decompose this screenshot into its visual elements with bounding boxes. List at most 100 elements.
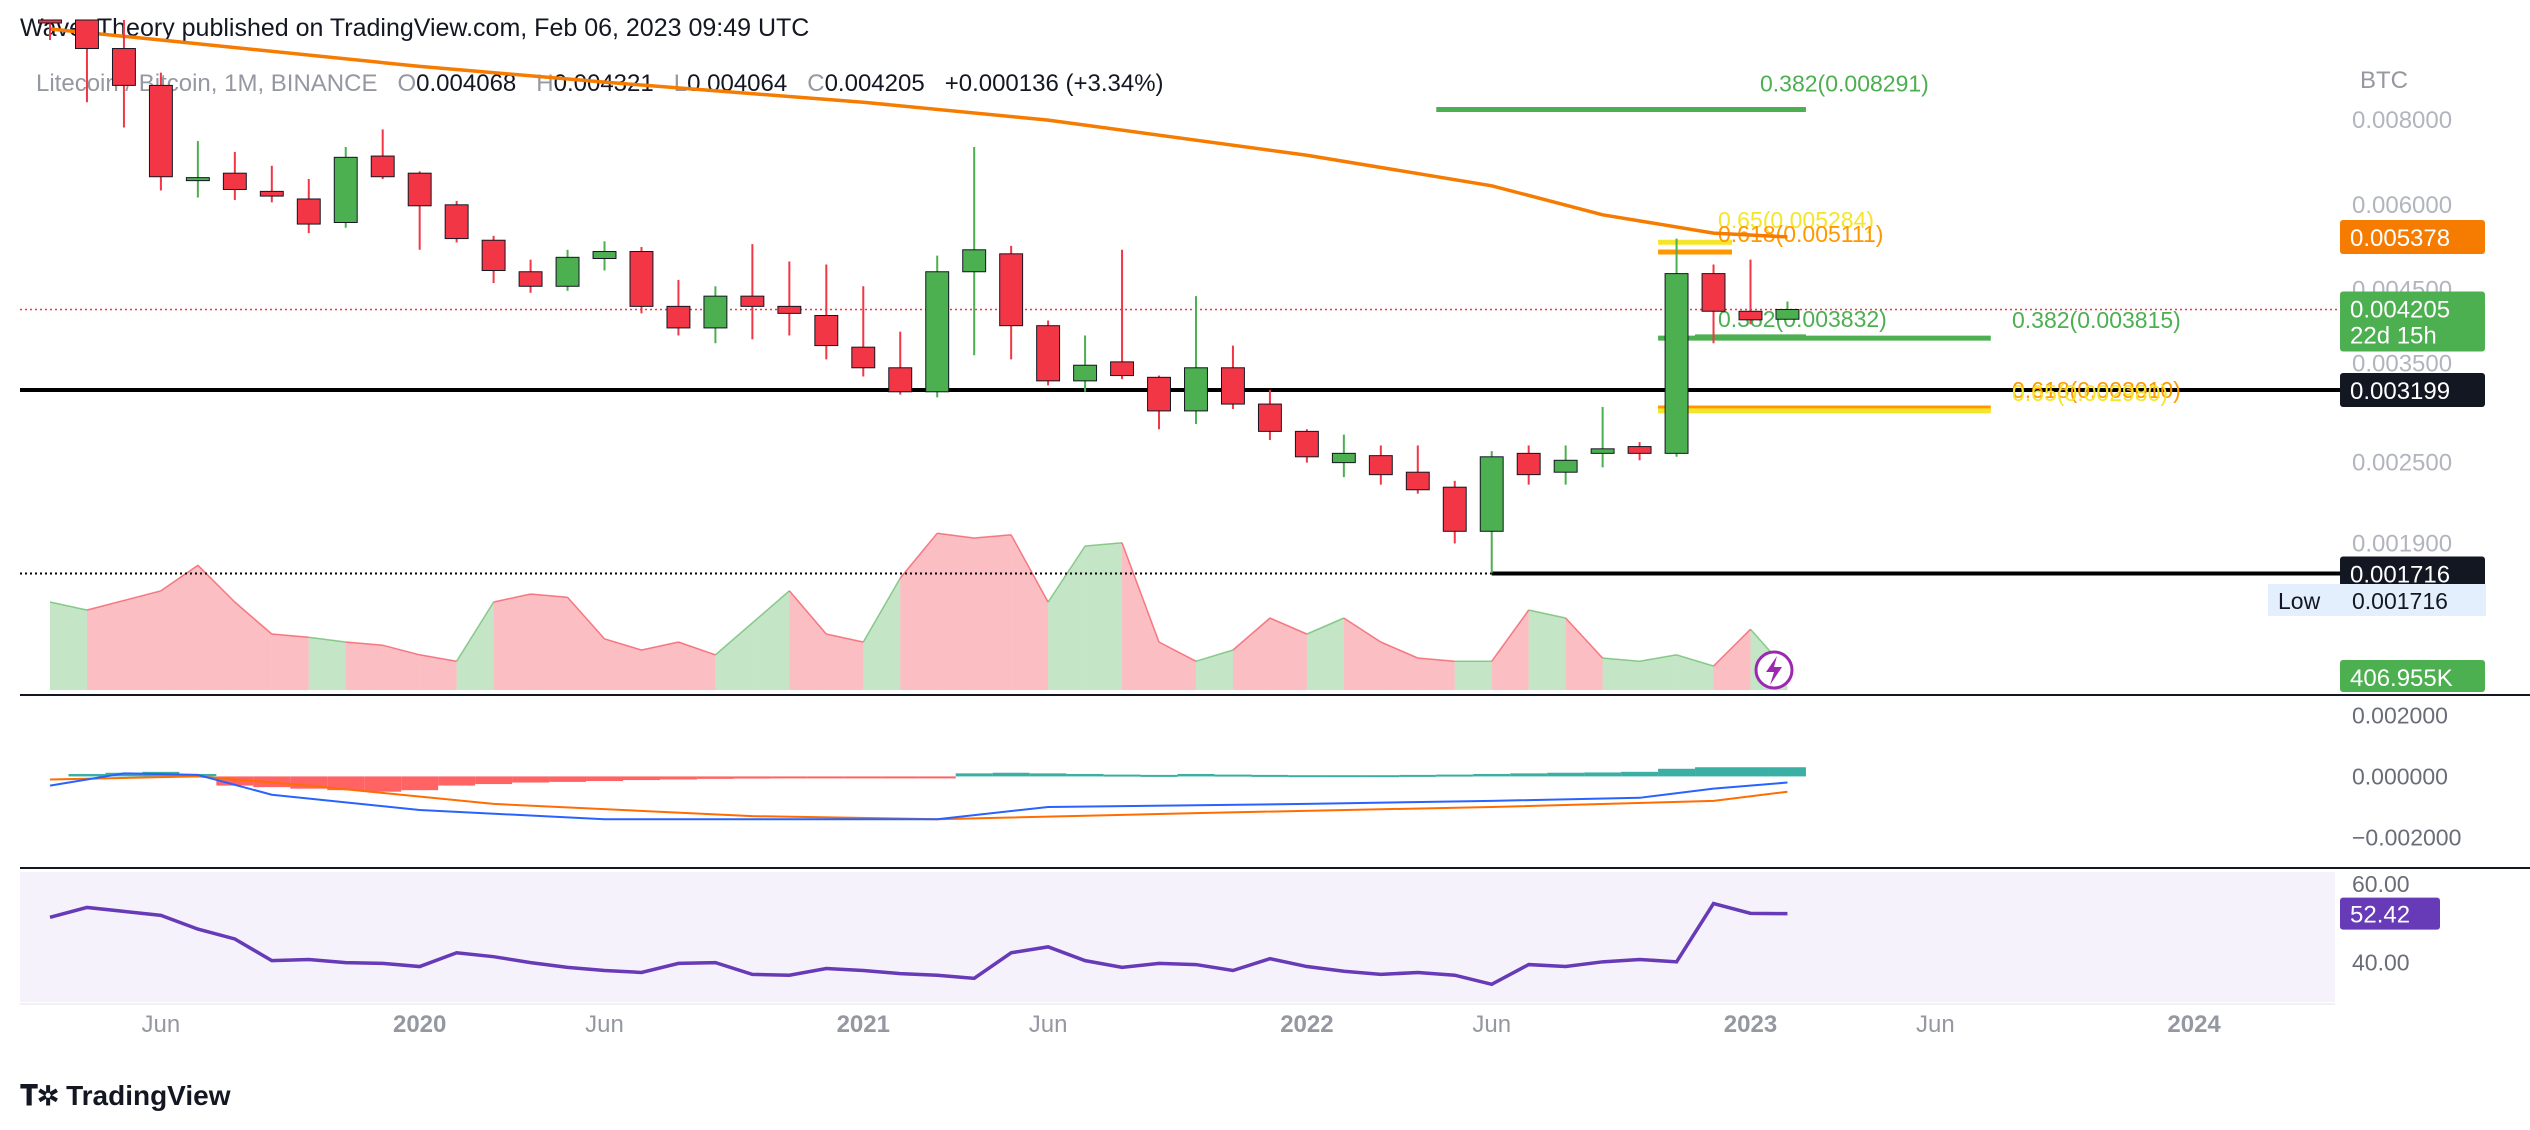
candle[interactable] bbox=[777, 261, 802, 336]
volume-edge bbox=[493, 593, 531, 603]
candle-body bbox=[1405, 471, 1430, 491]
candle[interactable] bbox=[666, 279, 691, 336]
tradingview-logo[interactable]: 𝐓✲ TradingView bbox=[20, 1080, 230, 1113]
candle[interactable] bbox=[296, 178, 321, 234]
candle[interactable] bbox=[370, 129, 395, 179]
symbol-title[interactable]: Litecoin / Bitcoin, 1M, BINANCE bbox=[36, 70, 378, 97]
candle[interactable] bbox=[1184, 296, 1208, 425]
candle-body bbox=[518, 271, 543, 287]
candle[interactable] bbox=[1479, 451, 1504, 573]
candle[interactable] bbox=[111, 20, 136, 128]
volume-segment bbox=[1232, 618, 1270, 690]
candle[interactable] bbox=[925, 255, 950, 398]
candle[interactable] bbox=[444, 200, 469, 243]
fib-label: 0.382(0.008291) bbox=[1760, 71, 1929, 97]
candle[interactable] bbox=[1036, 320, 1061, 386]
candle[interactable] bbox=[407, 171, 432, 250]
candle[interactable] bbox=[592, 241, 617, 271]
candle[interactable] bbox=[1701, 264, 1726, 344]
fib-label: 0.65(0.002980) bbox=[2012, 380, 2168, 406]
candle-body bbox=[666, 305, 691, 329]
candle[interactable] bbox=[1331, 434, 1356, 478]
candle[interactable] bbox=[1738, 259, 1763, 325]
candle[interactable] bbox=[1664, 238, 1689, 457]
time-axis-label: Jun bbox=[1916, 1011, 1955, 1038]
volume-segment bbox=[1269, 618, 1307, 690]
macd-histogram-bar bbox=[955, 773, 993, 777]
alert-lightning-icon[interactable] bbox=[1754, 650, 1794, 690]
volume-segment bbox=[1528, 610, 1566, 690]
candle[interactable] bbox=[333, 147, 358, 228]
candle[interactable] bbox=[1627, 442, 1652, 461]
time-axis: Jun 2020 Jun 2021 Jun 2022 Jun 2023 Jun 2024 bbox=[142, 1011, 2222, 1038]
candle-body bbox=[851, 346, 876, 369]
volume-segment bbox=[974, 534, 1012, 690]
candle[interactable] bbox=[1147, 375, 1171, 430]
candle[interactable] bbox=[740, 244, 765, 340]
candle[interactable] bbox=[814, 264, 839, 360]
candle[interactable] bbox=[1294, 429, 1319, 463]
candle[interactable] bbox=[629, 246, 654, 314]
candle[interactable] bbox=[222, 151, 247, 200]
volume-segment bbox=[382, 645, 420, 690]
candle-body bbox=[1147, 376, 1171, 412]
time-axis-label: 2024 bbox=[2167, 1011, 2221, 1038]
volume-segment bbox=[271, 634, 309, 690]
volume-segment bbox=[234, 602, 272, 690]
macd-histogram-bar bbox=[696, 776, 734, 779]
candle[interactable] bbox=[518, 259, 543, 293]
volume-edge bbox=[456, 601, 495, 662]
candle[interactable] bbox=[555, 249, 580, 291]
rsi-pane: 60.00 40.00 52.42 bbox=[49, 871, 2440, 987]
candle-body bbox=[1368, 455, 1393, 476]
volume-segment bbox=[937, 533, 975, 690]
candle[interactable] bbox=[38, 19, 62, 40]
candle[interactable] bbox=[1110, 249, 1135, 380]
candle[interactable] bbox=[1073, 335, 1098, 392]
candle[interactable] bbox=[703, 286, 728, 344]
candle-body bbox=[38, 19, 62, 24]
macd-histogram-bar bbox=[68, 773, 106, 777]
candle[interactable] bbox=[148, 72, 173, 191]
candle-body bbox=[259, 190, 284, 197]
candle[interactable] bbox=[851, 286, 876, 377]
macd-histogram-bar bbox=[475, 776, 513, 785]
candle-body bbox=[481, 239, 506, 272]
candle[interactable] bbox=[1220, 345, 1245, 409]
tradingview-logo-text: TradingView bbox=[66, 1080, 231, 1111]
fib-label: 0.65(0.005284) bbox=[1718, 207, 1874, 233]
volume-edge bbox=[604, 638, 642, 651]
candle[interactable] bbox=[185, 141, 210, 198]
macd-histogram-bar bbox=[1177, 773, 1215, 777]
candle[interactable] bbox=[75, 19, 99, 103]
macd-histogram-bar bbox=[881, 776, 919, 779]
candle[interactable] bbox=[481, 235, 506, 284]
candle[interactable] bbox=[1405, 445, 1430, 494]
candle[interactable] bbox=[888, 331, 913, 395]
candle[interactable] bbox=[1775, 301, 1800, 320]
candle-body bbox=[1073, 364, 1098, 382]
macd-histogram-bar bbox=[1362, 775, 1400, 778]
candle[interactable] bbox=[962, 147, 987, 356]
candle[interactable] bbox=[1516, 445, 1541, 485]
last-price-badge-bg bbox=[2340, 291, 2485, 352]
candle-body bbox=[962, 249, 987, 273]
candle-body bbox=[1553, 459, 1578, 473]
support-levels bbox=[20, 308, 2340, 576]
macd-line bbox=[49, 772, 1788, 821]
price-axis-tick: 0.008000 bbox=[2352, 107, 2452, 134]
candle[interactable] bbox=[1257, 389, 1282, 440]
candle[interactable] bbox=[259, 165, 284, 203]
volume-edge bbox=[1232, 617, 1271, 651]
candle-body bbox=[75, 19, 99, 50]
candle[interactable] bbox=[1442, 480, 1467, 544]
candle[interactable] bbox=[1590, 406, 1615, 468]
candle[interactable] bbox=[999, 245, 1024, 360]
candle[interactable] bbox=[1368, 445, 1393, 485]
time-axis-label: 2022 bbox=[1280, 1011, 1333, 1038]
volume-edge bbox=[1343, 617, 1382, 643]
volume-edge bbox=[1676, 654, 1714, 667]
candle[interactable] bbox=[1553, 445, 1578, 485]
last-price-badge-text: 0.004205 bbox=[2350, 296, 2450, 323]
